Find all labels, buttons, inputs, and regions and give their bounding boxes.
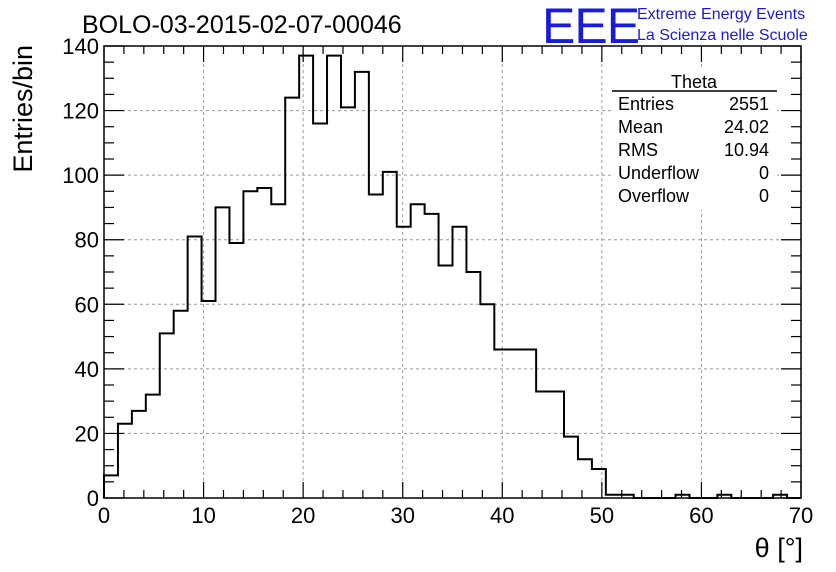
stats-label: Overflow [618,186,690,206]
y-tick-label: 80 [75,228,99,253]
y-axis-title: Entries/bin [8,45,38,173]
stats-box-title: Theta [671,72,718,92]
x-axis-title: θ [°] [755,533,803,563]
y-tick-label: 40 [75,357,99,382]
x-tick-label: 70 [789,503,813,528]
stats-label: RMS [618,140,658,160]
axis-ticks [103,45,802,499]
logo-line-2: La Scienza nelle Scuole [637,27,808,44]
y-tick-label: 140 [62,34,99,59]
stats-rows: Entries 2551 Mean 24.02 RMS 10.94 Underflow 0 Ov… [618,94,769,206]
x-tick-label: 40 [490,503,514,528]
x-tick-label: 30 [390,503,414,528]
y-tick-label: 60 [75,292,99,317]
y-tick-label: 100 [62,163,99,188]
y-tick-label: 120 [62,99,99,124]
logo-line-1: Extreme Energy Events [637,6,805,23]
stats-value: 10.94 [724,140,769,160]
y-tick-label: 0 [87,486,99,511]
stats-label: Entries [618,94,674,114]
stats-label: Underflow [618,163,700,183]
y-tick-label: 20 [75,421,99,446]
stats-label: Mean [618,117,663,137]
stats-value: 24.02 [724,117,769,137]
stats-box-background [612,70,777,210]
eee-logo: EEE Extreme Energy Events La Scienza nel… [542,0,808,54]
stats-value: 2551 [729,94,769,114]
stats-value: 0 [759,163,769,183]
x-tick-label: 10 [191,503,215,528]
x-tick-label: 0 [98,503,110,528]
stats-box: Theta Entries 2551 Mean 24.02 RMS 10.94 Underf… [612,70,777,210]
logo-mark: EEE [542,0,639,54]
y-tick-labels: 0 20 40 60 80 100 120 140 [62,34,99,511]
chart-title: BOLO-03-2015-02-07-00046 [82,11,402,39]
stats-value: 0 [759,186,769,206]
x-tick-label: 60 [689,503,713,528]
x-tick-labels: 0 10 20 30 40 50 60 70 [98,503,813,528]
x-tick-label: 20 [291,503,315,528]
x-tick-label: 50 [590,503,614,528]
